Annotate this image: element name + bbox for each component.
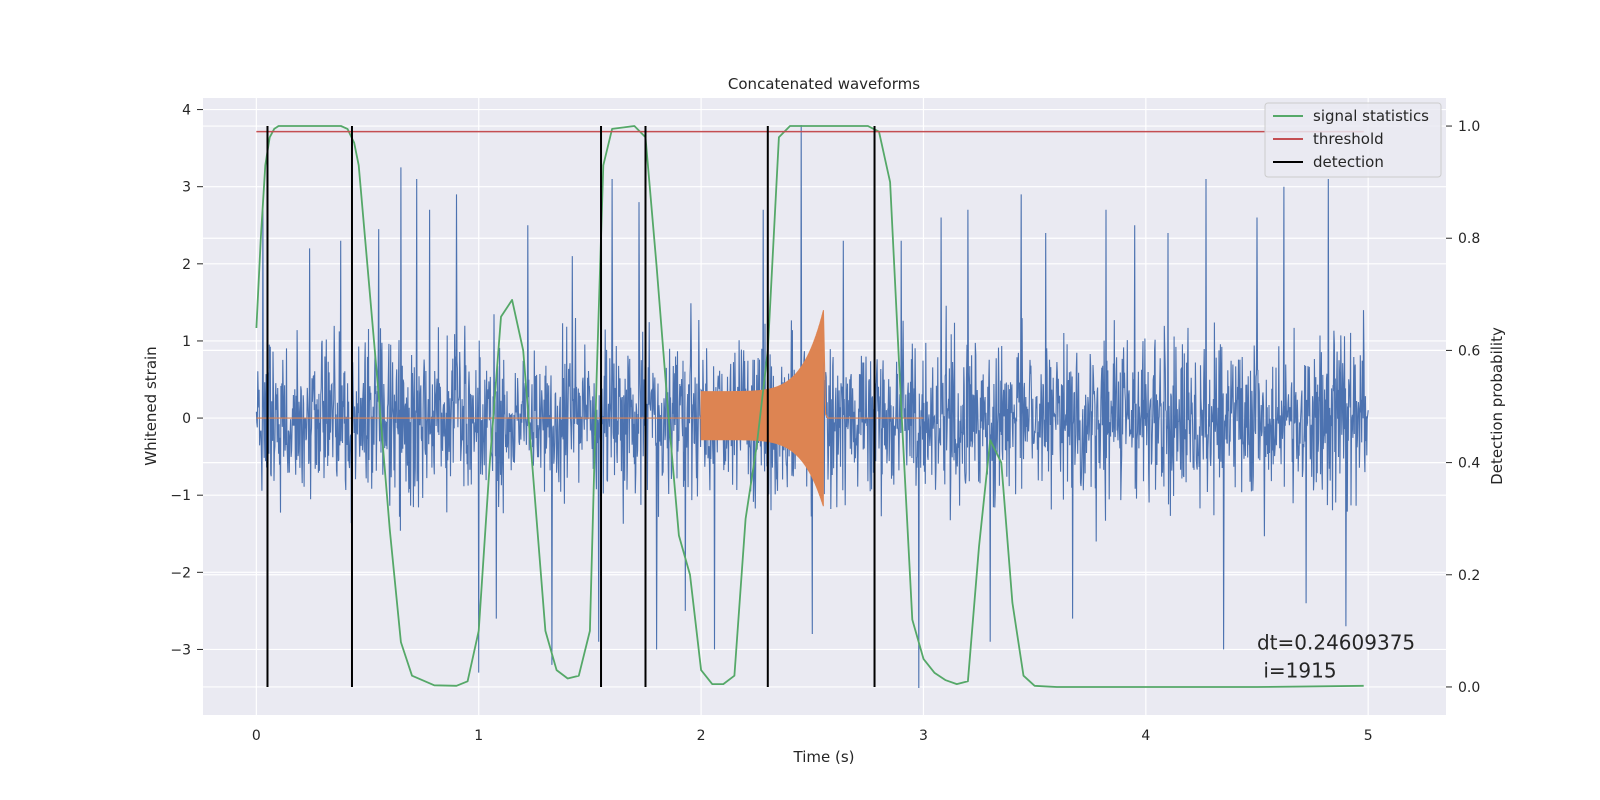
chart-title: Concatenated waveforms	[728, 75, 920, 93]
x-tick-label: 3	[919, 728, 928, 744]
x-axis-label: Time (s)	[793, 748, 855, 766]
y-axis-label-right: Detection probability	[1488, 327, 1506, 485]
series-chirp-signal	[256, 310, 924, 507]
y-axis-label-left: Whitened strain	[142, 346, 160, 465]
y-tick-label-right: 0.4	[1458, 456, 1480, 472]
x-tick-label: 2	[697, 728, 706, 744]
y-tick-label-left: 1	[182, 334, 191, 350]
y-tick-label-right: 0.0	[1458, 680, 1480, 696]
series-signal-statistics	[255, 125, 1364, 688]
series-noise-strain	[255, 124, 1369, 689]
x-tick-label: 5	[1364, 728, 1373, 744]
y-tick-label-left: −1	[170, 488, 191, 504]
series-layer	[255, 124, 1369, 689]
y-tick-label-right: 0.8	[1458, 231, 1480, 247]
legend-box	[1264, 102, 1442, 178]
y-tick-label-right: 0.6	[1458, 343, 1480, 359]
x-tick-label: 1	[474, 728, 483, 744]
y-tick-label-left: 2	[182, 257, 191, 273]
x-tick-label: 4	[1141, 728, 1150, 744]
annotation-dt: dt=0.24609375	[1257, 630, 1415, 654]
y-tick-label-left: 4	[182, 103, 191, 119]
ticks: 0 1 2 3 4 5 −3 −2 −1 0 1 2 3 4 0.0 0.2 0.4 0.6 0.8 1.0	[170, 103, 1480, 744]
y-tick-label-left: 3	[182, 180, 191, 196]
legend-label-detection: detection	[1313, 153, 1384, 171]
y-tick-label-right: 0.2	[1458, 568, 1480, 584]
annotation-index: i=1915	[1257, 658, 1337, 682]
legend-label-signal-statistics: signal statistics	[1313, 107, 1429, 125]
x-tick-label: 0	[252, 728, 261, 744]
legend-label-threshold: threshold	[1313, 130, 1384, 148]
y-tick-label-left: −2	[170, 565, 191, 581]
y-tick-label-left: −3	[170, 642, 191, 658]
y-tick-label-right: 1.0	[1458, 119, 1480, 135]
legend: signal statistics threshold detection	[1264, 102, 1442, 178]
y-tick-label-left: 0	[182, 411, 191, 427]
